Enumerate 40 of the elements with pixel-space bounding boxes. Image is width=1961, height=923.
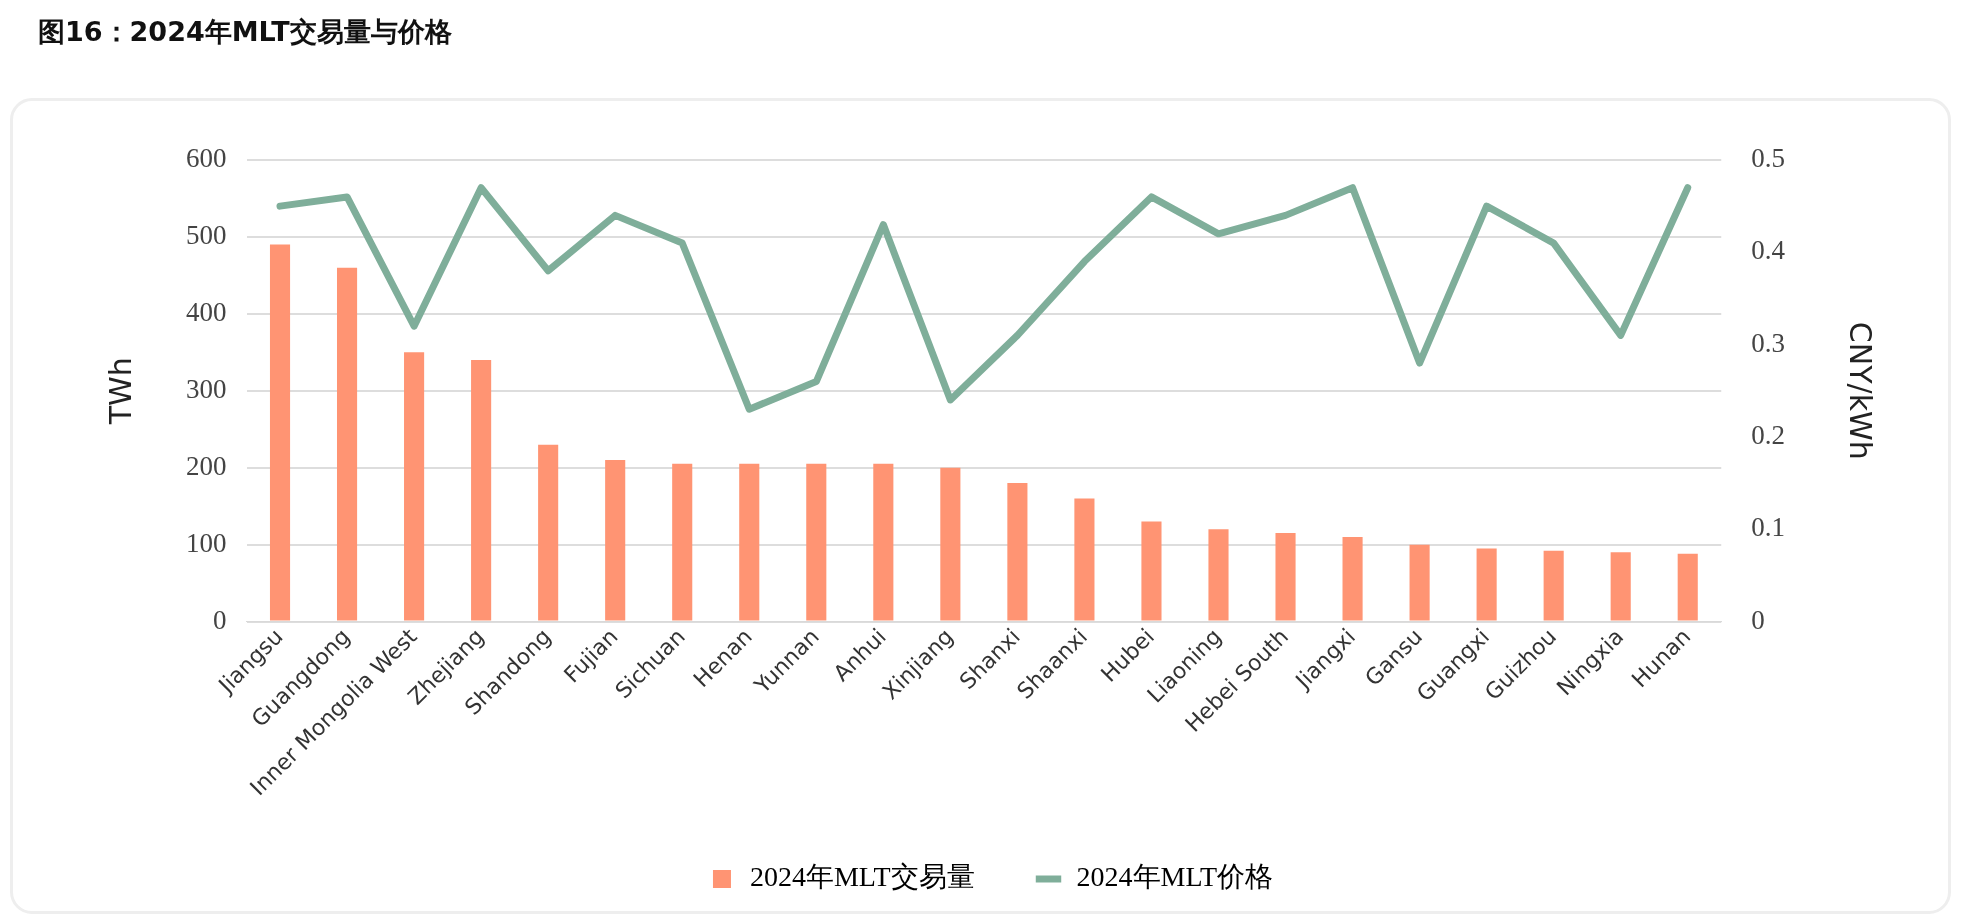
y2-tick-label: 0 (1751, 604, 1765, 635)
bar (873, 463, 894, 621)
y2-axis-title: CNY/kWh (1843, 321, 1879, 460)
bar (404, 352, 425, 621)
y-axis-title: TWh (102, 357, 138, 426)
y2-tick-label: 0.4 (1751, 235, 1786, 266)
bar (739, 463, 760, 621)
bar (940, 467, 961, 621)
bar (538, 444, 559, 621)
bar (1074, 498, 1095, 621)
legend-label: 2024年MLT价格 (1076, 861, 1274, 893)
bar (337, 267, 358, 621)
bar (605, 460, 626, 621)
y2-tick-label: 0.5 (1751, 143, 1785, 174)
legend-label: 2024年MLT交易量 (749, 861, 975, 893)
y-tick-label: 300 (186, 373, 227, 404)
y2-tick-label: 0.2 (1751, 420, 1785, 451)
y-tick-label: 400 (186, 296, 227, 327)
bar (1610, 552, 1631, 621)
bar (269, 244, 291, 621)
bar (1342, 536, 1363, 621)
bar (1007, 483, 1028, 621)
y-tick-label: 100 (186, 527, 227, 558)
chart-title: 图16：2024年MLT交易量与价格 (38, 15, 452, 49)
bar (1208, 529, 1229, 621)
y2-tick-label: 0.1 (1751, 512, 1785, 543)
bar (471, 360, 492, 621)
bar (672, 463, 693, 621)
bar (806, 463, 827, 621)
y-tick-label: 0 (213, 604, 227, 635)
y-tick-label: 600 (186, 143, 227, 174)
bar (1476, 548, 1497, 621)
y-tick-label: 200 (186, 450, 227, 481)
bar (1543, 550, 1564, 621)
y2-tick-label: 0.3 (1751, 327, 1785, 358)
y-tick-label: 500 (186, 220, 227, 251)
bar (1409, 544, 1430, 621)
bar (1141, 521, 1162, 621)
bar (1677, 553, 1698, 621)
bar (1275, 533, 1296, 621)
